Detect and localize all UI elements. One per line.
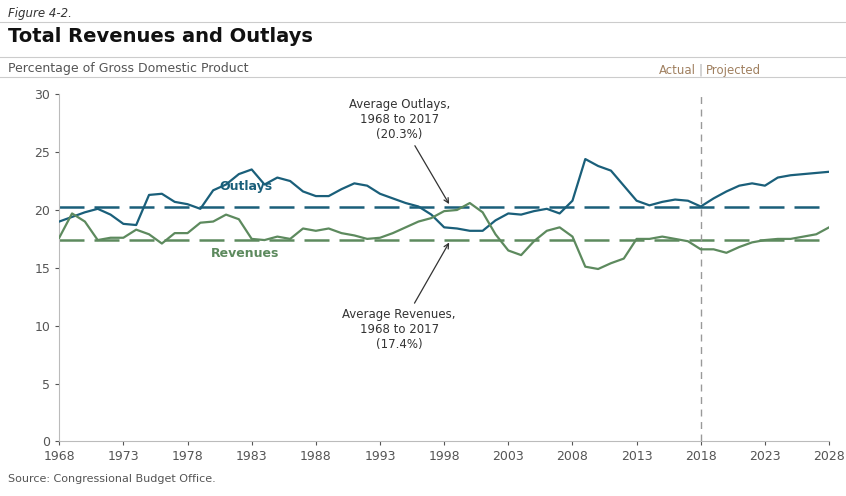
Text: Revenues: Revenues: [211, 248, 279, 260]
Text: Outlays: Outlays: [220, 181, 272, 193]
Text: Projected: Projected: [706, 64, 761, 77]
Text: Total Revenues and Outlays: Total Revenues and Outlays: [8, 27, 313, 46]
Text: Percentage of Gross Domestic Product: Percentage of Gross Domestic Product: [8, 62, 249, 75]
Text: Average Revenues,
1968 to 2017
(17.4%): Average Revenues, 1968 to 2017 (17.4%): [343, 244, 456, 351]
Text: Source: Congressional Budget Office.: Source: Congressional Budget Office.: [8, 474, 217, 484]
Text: Actual: Actual: [659, 64, 695, 77]
Text: |: |: [699, 64, 703, 77]
Text: Figure 4-2.: Figure 4-2.: [8, 7, 73, 20]
Text: Average Outlays,
1968 to 2017
(20.3%): Average Outlays, 1968 to 2017 (20.3%): [349, 98, 450, 203]
